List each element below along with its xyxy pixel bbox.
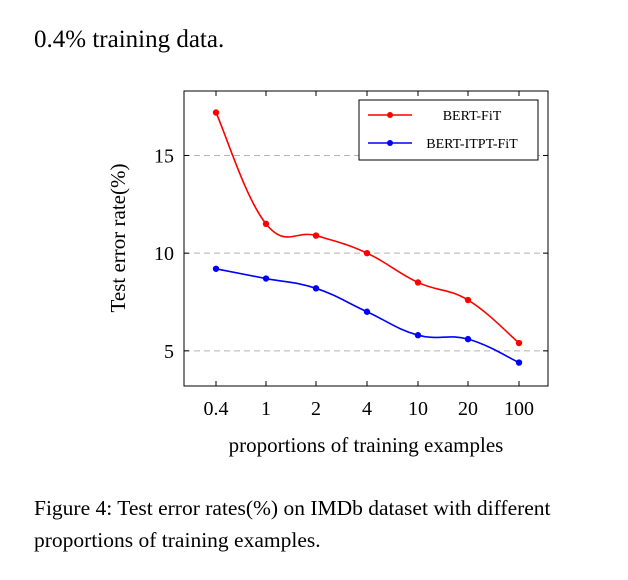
x-tick-label: 4 bbox=[362, 398, 372, 420]
legend-marker-bert-itpt-fit bbox=[387, 140, 393, 146]
plot-frame bbox=[183, 90, 549, 387]
preceding-text: 0.4% training data. bbox=[34, 26, 225, 53]
y-tick-label: 10 bbox=[154, 243, 174, 265]
x-tick-label: 20 bbox=[458, 398, 478, 420]
legend-marker-bert-fit bbox=[387, 112, 393, 118]
data-point-bert-fit bbox=[212, 109, 220, 116]
data-point-bert-itpt-fit bbox=[262, 275, 270, 282]
y-axis-label: Test error rate(%) bbox=[106, 164, 130, 313]
data-point-bert-fit bbox=[414, 279, 422, 286]
y-tick-label: 5 bbox=[164, 341, 174, 363]
x-tick-label: 0.4 bbox=[204, 398, 229, 420]
data-point-bert-itpt-fit bbox=[515, 359, 523, 366]
error-rate-chart: 0.4 1 2 4 10 20 100 5 10 15 BERT-FiT BERT-ITPT-Fi… bbox=[106, 90, 549, 457]
x-tick-label: 2 bbox=[311, 398, 321, 420]
legend-label-bert-fit: BERT-FiT bbox=[443, 109, 502, 124]
data-point-bert-itpt-fit bbox=[363, 308, 371, 315]
y-tick-label: 15 bbox=[154, 145, 174, 167]
x-tick-label: 1 bbox=[261, 398, 271, 420]
x-axis-label: proportions of training examples bbox=[229, 433, 504, 457]
data-point-bert-itpt-fit bbox=[464, 335, 472, 343]
legend-label-bert-itpt-fit: BERT-ITPT-FiT bbox=[426, 137, 518, 152]
data-point-bert-fit bbox=[262, 220, 270, 228]
figure-caption: Figure 4: Test error rates(%) on IMDb da… bbox=[34, 496, 551, 552]
series-group bbox=[212, 109, 523, 366]
data-point-bert-fit bbox=[464, 296, 472, 304]
x-ticks: 0.4 1 2 4 10 20 100 bbox=[204, 91, 534, 420]
x-tick-label: 100 bbox=[504, 398, 534, 420]
series-line-bert-itpt-fit bbox=[215, 267, 520, 364]
data-point-bert-itpt-fit bbox=[212, 265, 220, 272]
data-point-bert-fit bbox=[312, 232, 320, 239]
data-point-bert-fit bbox=[515, 339, 523, 347]
x-tick-label: 10 bbox=[408, 398, 428, 420]
data-point-bert-itpt-fit bbox=[414, 332, 422, 339]
data-point-bert-fit bbox=[363, 249, 371, 257]
y-ticks: 5 10 15 bbox=[154, 145, 548, 363]
legend-box bbox=[358, 99, 539, 161]
data-point-bert-itpt-fit bbox=[312, 285, 320, 292]
legend: BERT-FiT BERT-ITPT-FiT bbox=[358, 99, 539, 161]
